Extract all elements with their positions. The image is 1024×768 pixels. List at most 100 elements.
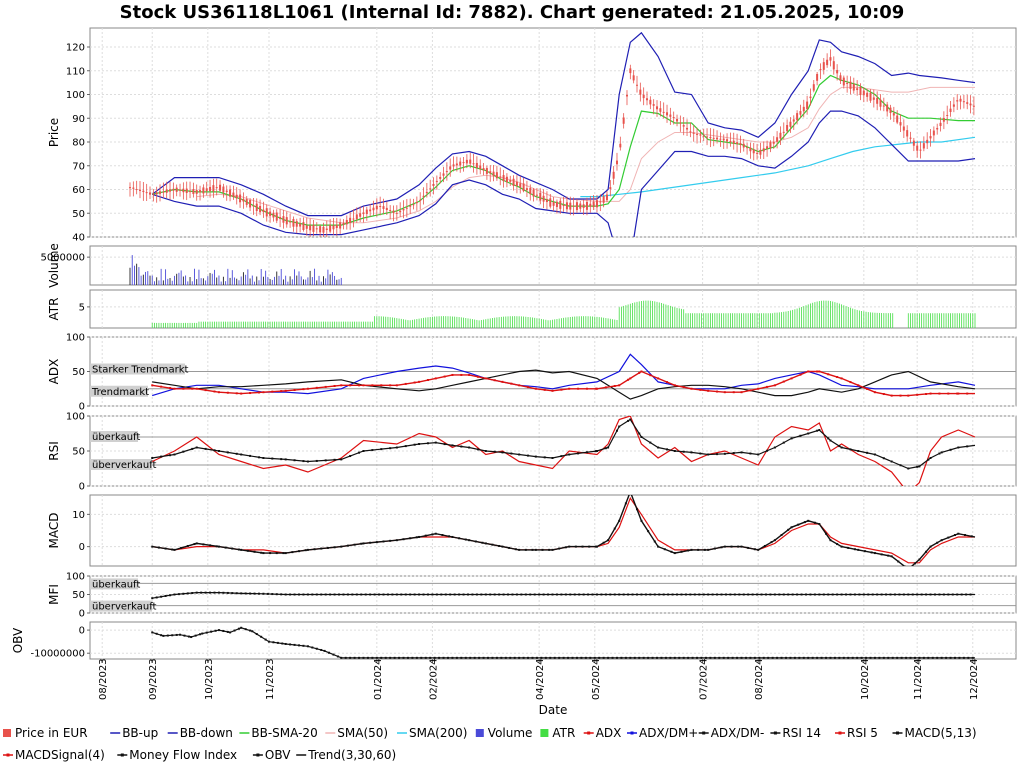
- candle-body: [289, 221, 292, 223]
- rsi14-marker: [362, 450, 365, 452]
- mfi-marker: [306, 593, 309, 596]
- candle-body: [819, 69, 822, 71]
- obv-marker: [838, 656, 841, 659]
- legend-item-12: RSI 5: [835, 726, 878, 740]
- candle-body: [922, 143, 925, 149]
- obv-marker: [155, 632, 158, 635]
- macd-marker: [757, 548, 760, 551]
- mfi-marker: [649, 593, 652, 596]
- candle-body: [842, 77, 845, 86]
- rsi14-marker: [371, 449, 374, 452]
- adx-marker: [707, 389, 710, 392]
- legend-label-6: Volume: [488, 726, 533, 740]
- mfi-marker: [177, 593, 180, 596]
- mfi-marker: [880, 593, 883, 596]
- candle-body: [305, 225, 308, 229]
- macd-marker: [753, 548, 756, 551]
- mfi-marker: [653, 593, 656, 596]
- panel-macd: 0 10 MACD: [47, 494, 1017, 567]
- obv-marker: [433, 656, 436, 659]
- macd-marker: [269, 552, 272, 555]
- mfi-marker: [702, 593, 705, 596]
- rsi14-marker: [333, 458, 336, 461]
- candle-body: [906, 130, 909, 137]
- candle-body: [535, 194, 538, 196]
- mfi-marker: [378, 593, 381, 596]
- candle-body: [792, 119, 795, 122]
- mfi-marker: [827, 593, 830, 596]
- obv-marker: [807, 656, 810, 659]
- mfi-marker: [845, 593, 848, 596]
- panel-rsi-ytick-1: 50: [72, 447, 85, 458]
- obv-marker: [580, 656, 583, 659]
- obv-marker: [311, 646, 314, 649]
- macd-marker: [195, 542, 198, 545]
- candle-body: [489, 171, 492, 174]
- panel-rsi-frame: [89, 415, 1017, 487]
- obv-marker: [160, 634, 163, 637]
- mfi-marker: [902, 593, 905, 596]
- obv-marker: [642, 656, 645, 659]
- obv-marker: [323, 649, 326, 652]
- legend-item-14: MACDSignal(4): [3, 748, 105, 762]
- candle-body: [936, 127, 939, 130]
- mfi-marker: [618, 593, 621, 596]
- obv-marker: [744, 656, 747, 659]
- legend-marker-12: [838, 731, 842, 735]
- mfi-marker: [311, 593, 314, 596]
- obv-marker: [353, 656, 356, 659]
- candle-body: [912, 140, 915, 146]
- adx-dm-minus-line: [152, 369, 976, 400]
- obv-marker: [190, 636, 193, 639]
- candle-body: [736, 142, 739, 145]
- mfi-marker: [453, 593, 456, 596]
- candle-body: [379, 206, 382, 208]
- candle-body: [135, 189, 138, 191]
- adx-marker: [426, 379, 429, 382]
- rsi14-marker: [195, 446, 198, 449]
- candle-body: [439, 176, 442, 179]
- obv-marker: [205, 631, 208, 634]
- adx-marker: [262, 391, 265, 394]
- macd-marker: [947, 536, 950, 539]
- rsi14-marker: [629, 418, 632, 421]
- mfi-marker: [498, 593, 501, 596]
- candle-body: [746, 147, 749, 149]
- mfi-marker: [213, 591, 216, 594]
- macd-marker: [581, 545, 584, 548]
- mfi-marker: [253, 592, 256, 595]
- adx-marker: [836, 376, 839, 379]
- macd-marker: [508, 546, 511, 549]
- candle-body: [969, 103, 972, 106]
- x-tick-label-12: 12/2024: [969, 658, 980, 700]
- candle-body: [806, 101, 809, 109]
- mfi-marker: [555, 593, 558, 596]
- obv-marker: [255, 633, 258, 636]
- candle-body: [712, 137, 715, 139]
- candle-body: [856, 88, 859, 91]
- mfi-marker: [346, 593, 349, 596]
- mfi-marker: [217, 591, 220, 594]
- mfi-marker: [257, 592, 260, 595]
- candle-body: [916, 145, 919, 151]
- macd-marker: [173, 548, 176, 551]
- panel-price-ytick-6: 100: [66, 90, 85, 101]
- macd-marker: [680, 550, 683, 553]
- obv-marker: [455, 656, 458, 659]
- panel-price-ytick-5: 90: [72, 114, 85, 125]
- mfi-marker: [444, 593, 447, 596]
- macd-marker: [326, 546, 329, 549]
- obv-marker: [260, 635, 263, 638]
- macd-marker: [481, 541, 484, 544]
- candle-body: [329, 224, 332, 232]
- mfi-marker: [791, 593, 794, 596]
- candle-body: [589, 203, 592, 207]
- candle-body: [475, 162, 478, 168]
- adx-marker: [182, 387, 185, 390]
- obv-marker: [175, 633, 178, 636]
- candle-body: [445, 171, 448, 173]
- legend-item-15: Money Flow Index: [117, 748, 237, 762]
- adx-marker: [518, 384, 521, 387]
- candle-body: [932, 130, 935, 136]
- rsi14-marker: [882, 457, 885, 460]
